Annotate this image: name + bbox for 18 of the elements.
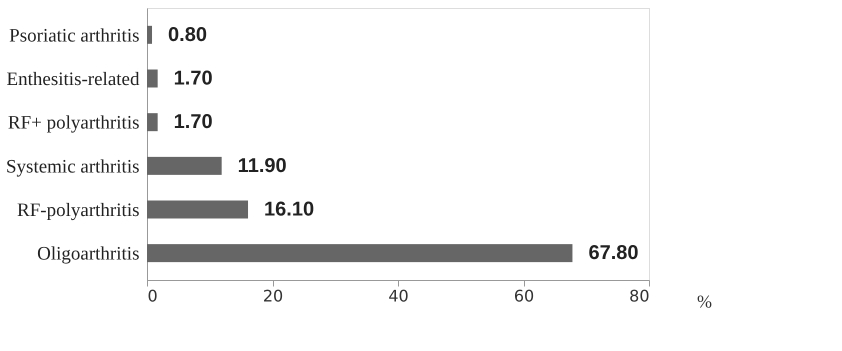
data-label: 1.70: [174, 111, 213, 134]
y-tick-label: RF-polyarthritis: [17, 200, 140, 221]
y-tick-label: Oligoarthritis: [37, 244, 140, 265]
y-tick-label: Enthesitis-related: [6, 69, 140, 90]
x-axis-title: %: [697, 292, 712, 312]
x-tick-label: 0: [148, 286, 158, 306]
x-tick-label: 60: [514, 286, 534, 306]
y-tick-label: Psoriatic arthritis: [9, 25, 140, 46]
y-tick-label: Systemic arthritis: [6, 156, 140, 178]
data-label: 0.80: [168, 24, 207, 46]
data-label: 16.10: [264, 198, 314, 220]
data-label: 1.70: [174, 68, 213, 90]
y-tick-label: RF+ polyarthritis: [8, 112, 140, 134]
x-tick-label: 20: [262, 286, 284, 306]
data-label: 67.80: [588, 242, 639, 264]
x-tick-label: 80: [629, 286, 650, 306]
x-tick-label: 40: [388, 286, 409, 306]
data-label: 11.90: [238, 154, 287, 177]
